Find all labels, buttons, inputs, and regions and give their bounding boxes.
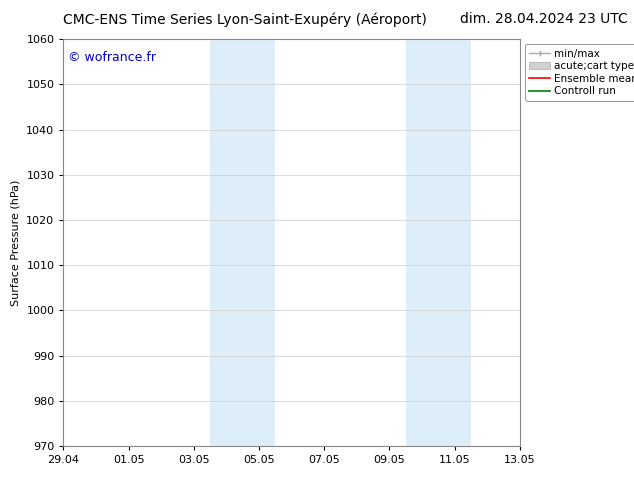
Y-axis label: Surface Pressure (hPa): Surface Pressure (hPa) — [11, 179, 21, 306]
Text: CMC-ENS Time Series Lyon-Saint-Exupéry (Aéroport): CMC-ENS Time Series Lyon-Saint-Exupéry (… — [63, 12, 427, 27]
Text: © wofrance.fr: © wofrance.fr — [68, 51, 156, 64]
Legend: min/max, acute;cart type, Ensemble mean run, Controll run: min/max, acute;cart type, Ensemble mean … — [525, 45, 634, 100]
Bar — [406, 39, 471, 446]
Text: dim. 28.04.2024 23 UTC: dim. 28.04.2024 23 UTC — [460, 12, 628, 26]
Bar — [210, 39, 275, 446]
